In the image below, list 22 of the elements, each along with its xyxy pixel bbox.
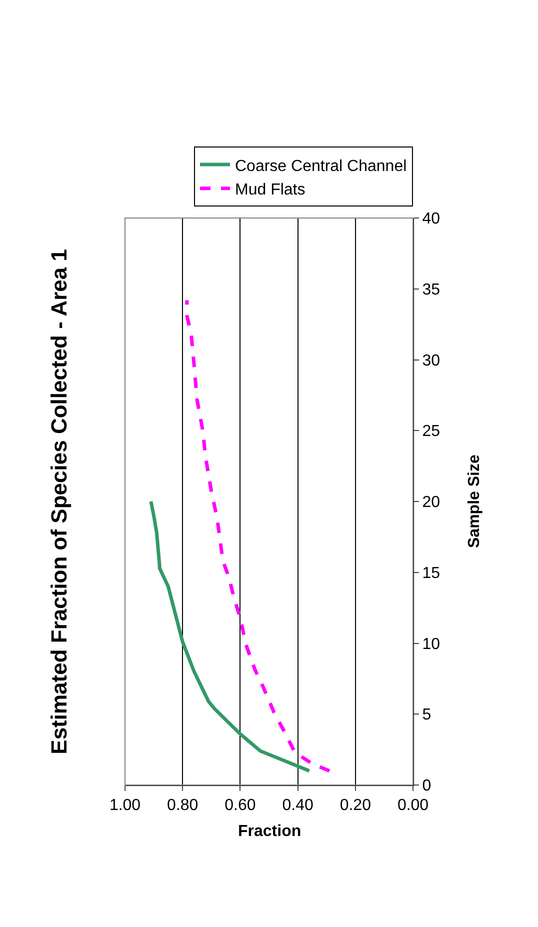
y-tick-label: 25 <box>422 423 440 440</box>
x-tick-label: 0.60 <box>224 797 256 814</box>
x-axis-title: Fraction <box>238 823 302 840</box>
y-axis-title: Sample Size <box>466 454 483 548</box>
y-tick-label: 0 <box>422 778 432 795</box>
y-tick-label: 35 <box>422 281 440 298</box>
x-tick-label: 0.40 <box>282 797 314 814</box>
legend-label: Coarse Central Channel <box>235 158 407 175</box>
text: Estimated Fraction of Species Collected - Area 1 <box>46 249 72 754</box>
x-tick-label: 1.00 <box>109 797 141 814</box>
y-tick-label: 20 <box>422 494 440 512</box>
y-tick-label: 30 <box>422 352 440 370</box>
x-tick-label: 0.20 <box>340 797 372 814</box>
x-tick-label: 0.00 <box>397 797 429 814</box>
x-tick-label: 0.80 <box>167 797 198 814</box>
line-series <box>185 298 332 773</box>
y-tick-label: 40 <box>422 210 440 228</box>
legend-label: Mud Flats <box>235 182 306 199</box>
y-tick-label: 5 <box>422 706 432 724</box>
line-series <box>149 500 312 773</box>
y-tick-label: 15 <box>422 564 440 582</box>
y-tick-label: 10 <box>422 636 440 653</box>
